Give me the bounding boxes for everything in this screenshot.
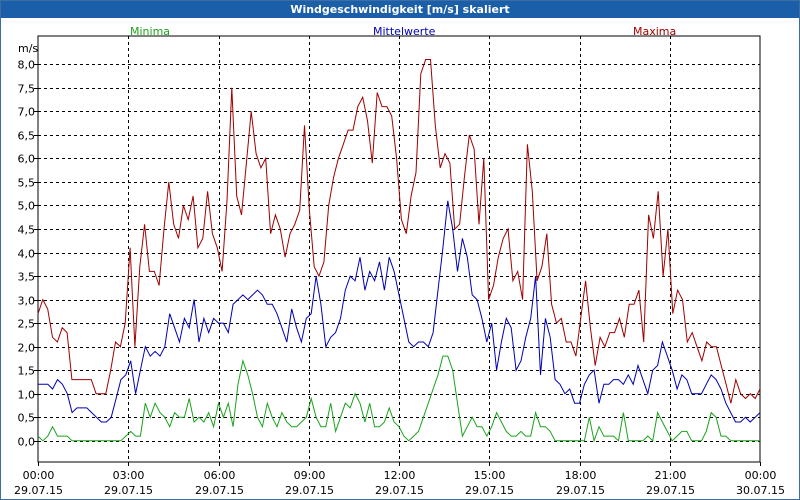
legend-minima: Minima <box>130 25 170 38</box>
legend-maxima: Maxima <box>633 25 676 38</box>
x-tick-date: 29.07.15 <box>14 484 63 497</box>
series-lines <box>37 59 761 443</box>
y-tick-label: 4,5 <box>18 224 36 237</box>
y-tick-label: 5,0 <box>18 200 36 213</box>
y-tick-label: 8,0 <box>18 59 36 72</box>
y-tick-label: 4,0 <box>18 248 36 261</box>
x-tick-date: 29.07.15 <box>104 484 153 497</box>
y-tick-label: 3,5 <box>18 271 36 284</box>
x-tick-time: 09:00 <box>294 469 326 482</box>
y-tick-label: 7,5 <box>18 83 36 96</box>
maxima-line <box>37 59 761 404</box>
y-tick-label: 6,5 <box>18 130 36 143</box>
chart-title: Windgeschwindigkeit [m/s] skaliert <box>1 1 799 18</box>
y-tick-label: 1,0 <box>18 389 36 402</box>
x-tick-time: 12:00 <box>384 469 416 482</box>
x-tick-time: 00:00 <box>23 469 55 482</box>
y-tick-label: 2,0 <box>18 342 36 355</box>
grid-lines <box>38 36 760 462</box>
y-tick-label: 5,5 <box>18 177 36 190</box>
x-tick-time: 18:00 <box>565 469 597 482</box>
y-tick-label: 2,5 <box>18 318 36 331</box>
x-tick-date: 29.07.15 <box>646 484 695 497</box>
x-tick-date: 30.07.15 <box>736 484 785 497</box>
legend-mittelwerte: Mittelwerte <box>373 25 436 38</box>
x-tick-date: 29.07.15 <box>556 484 605 497</box>
x-tick-date: 29.07.15 <box>465 484 514 497</box>
x-tick-time: 03:00 <box>113 469 145 482</box>
y-axis: 0,0 0,5 1,0 1,5 2,0 2,5 3,0 3,5 4,0 4,5 5,0 5,5 6,0 6… <box>18 59 38 449</box>
minima-line <box>37 355 760 443</box>
y-tick-label: 7,0 <box>18 106 36 119</box>
x-tick-time: 06:00 <box>204 469 236 482</box>
x-tick-time: 21:00 <box>655 469 687 482</box>
x-tick-date: 29.07.15 <box>195 484 244 497</box>
mittelwerte-line <box>38 200 761 423</box>
y-tick-label: 1,5 <box>18 365 36 378</box>
y-tick-label: 0,0 <box>18 436 36 449</box>
x-tick-time: 15:00 <box>474 469 506 482</box>
y-tick-label: 0,5 <box>18 412 36 425</box>
x-tick-time: 00:00 <box>745 469 777 482</box>
x-tick-date: 29.07.15 <box>285 484 334 497</box>
x-axis: 00:00 29.07.15 03:00 29.07.15 06:00 29.07.15 0… <box>14 462 785 497</box>
x-tick-date: 29.07.15 <box>375 484 424 497</box>
y-axis-label: m/s <box>18 42 38 55</box>
y-tick-label: 3,0 <box>18 295 36 308</box>
y-tick-label: 6,0 <box>18 153 36 166</box>
